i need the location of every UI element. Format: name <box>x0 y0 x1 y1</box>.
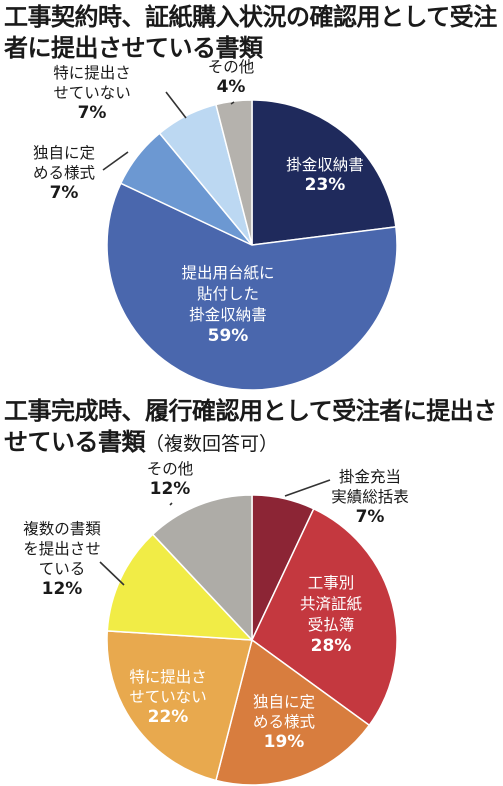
chart2-subtitle: （複数回答可） <box>145 433 279 455</box>
pie2-slice-4 <box>106 533 254 641</box>
pie1-label-1-line-0: 提出用台紙に <box>181 264 274 282</box>
pie1-value-label-0: 23% <box>305 175 346 195</box>
chart2-title: 工事完成時、履行確認用として受注者に提出させている書類（複数回答可） <box>4 396 502 460</box>
pie2-slice-3 <box>106 630 253 782</box>
pie1-leader-3 <box>165 91 187 119</box>
pie2-value-label-4: 12% <box>42 579 83 599</box>
pie2-label-1-line-0: 工事別 <box>308 574 355 592</box>
pie1-value-label-2: 7% <box>50 183 79 203</box>
chart1-title-text: 工事契約時、証紙購入状況の確認用として受注者に提出させている書類 <box>4 3 497 62</box>
pie2-label-2-line-1: める様式 <box>253 713 315 731</box>
pie1-label-1-line-1: 貼付した <box>197 285 259 303</box>
pie2-value-label-2: 19% <box>264 732 305 752</box>
pie2-label-0-line-1: 実績総括表 <box>331 488 409 506</box>
pie1-label-3-line-0: 特に提出さ <box>53 64 131 82</box>
pie1-label-4-line-0: その他 <box>208 58 255 76</box>
pie2-leader-5 <box>169 502 173 506</box>
chart2-title-text: 工事完成時、履行確認用として受注者に提出させている書類 <box>4 397 497 456</box>
pie2-slice-1 <box>251 507 398 727</box>
pie2-label-5-line-0: その他 <box>147 460 194 478</box>
pie2-value-label-5: 12% <box>150 479 191 499</box>
pie2-label-0-line-0: 掛金充当 <box>339 468 401 486</box>
chart1-title: 工事契約時、証紙購入状況の確認用として受注者に提出させている書類 <box>4 2 502 64</box>
pie2-label-4-line-0: 複数の書類 <box>23 520 101 538</box>
pie1-value-label-3: 7% <box>78 103 107 123</box>
pie1-value-label-4: 4% <box>217 77 246 97</box>
pie-chart-1: 掛金収納書23%提出用台紙に貼付した掛金収納書59%独自に定める様式7%特に提出… <box>33 58 398 391</box>
pie1-label-1-line-2: 掛金収納書 <box>189 306 267 324</box>
pie2-label-1-line-1: 共済証紙 <box>300 595 363 613</box>
pie1-label-0-line-0: 掛金収納書 <box>286 156 364 174</box>
pie2-label-4-line-2: ている <box>39 560 86 578</box>
pie2-label-1-line-2: 受払簿 <box>308 616 355 634</box>
pie1-label-2-line-0: 独自に定 <box>33 144 95 162</box>
pie2-leader-0 <box>284 479 331 497</box>
pie2-label-2-line-0: 独自に定 <box>253 693 315 711</box>
pie2-label-3-line-0: 特に提出さ <box>129 668 207 686</box>
pie2-value-label-0: 7% <box>356 507 385 527</box>
pie1-value-label-1: 59% <box>208 326 249 346</box>
pie1-slice-1 <box>106 182 398 391</box>
pie2-label-3-line-1: せていない <box>129 688 207 706</box>
pie2-leader-4 <box>99 561 125 586</box>
pie2-value-label-3: 22% <box>148 707 189 727</box>
pie1-slice-0 <box>251 99 397 246</box>
pie1-leader-2 <box>102 151 129 171</box>
pie2-label-4-line-1: を提出させ <box>23 540 101 558</box>
pie1-label-2-line-1: める様式 <box>33 164 95 182</box>
pie1-leader-4 <box>230 101 235 105</box>
pie2-slice-5 <box>151 494 253 642</box>
pie2-value-label-1: 28% <box>311 636 352 656</box>
pie2-slice-2 <box>215 638 371 786</box>
pie1-label-3-line-1: せていない <box>53 84 131 102</box>
pie1-slice-4 <box>215 99 253 246</box>
